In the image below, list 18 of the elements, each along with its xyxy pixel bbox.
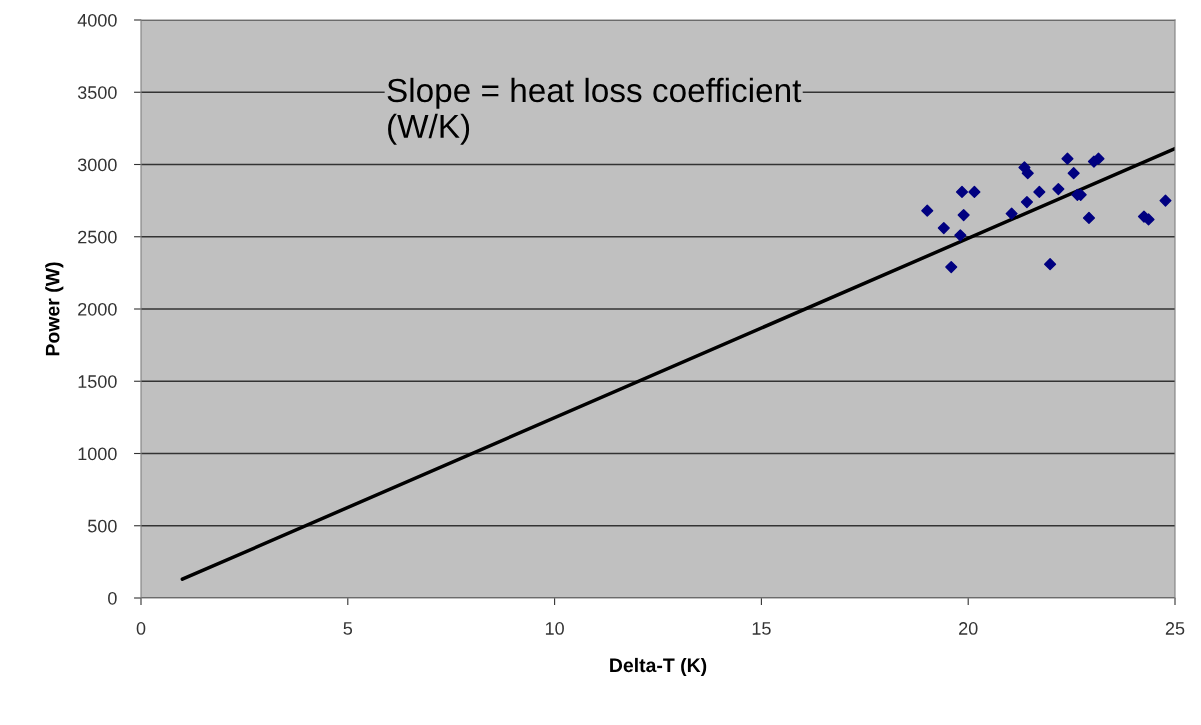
x-tick-label: 0 — [136, 622, 146, 635]
y-tick-label: 500 — [87, 519, 117, 533]
y-tick-label: 1000 — [78, 447, 117, 461]
x-tick-label: 15 — [752, 622, 771, 635]
y-tick-label: 2500 — [78, 230, 117, 244]
y-tick-label: 0 — [108, 591, 117, 605]
y-tick-label: 3000 — [77, 158, 117, 172]
x-tick-label: 25 — [1165, 622, 1185, 635]
y-tick-label: 2000 — [78, 302, 117, 316]
x-tick-label: 20 — [959, 622, 978, 635]
x-axis-title: Delta-T (K) — [610, 657, 707, 677]
y-tick-label: 4000 — [77, 13, 117, 27]
annotation: Slope = heat loss coefficient (W/K) — [387, 77, 802, 145]
x-tick-label: 5 — [343, 622, 353, 635]
x-tick-label: 10 — [545, 622, 564, 635]
y-tick-label: 3500 — [77, 86, 117, 99]
y-tick-label: 1500 — [78, 375, 117, 388]
y-axis-title: Power (W) — [45, 262, 64, 356]
